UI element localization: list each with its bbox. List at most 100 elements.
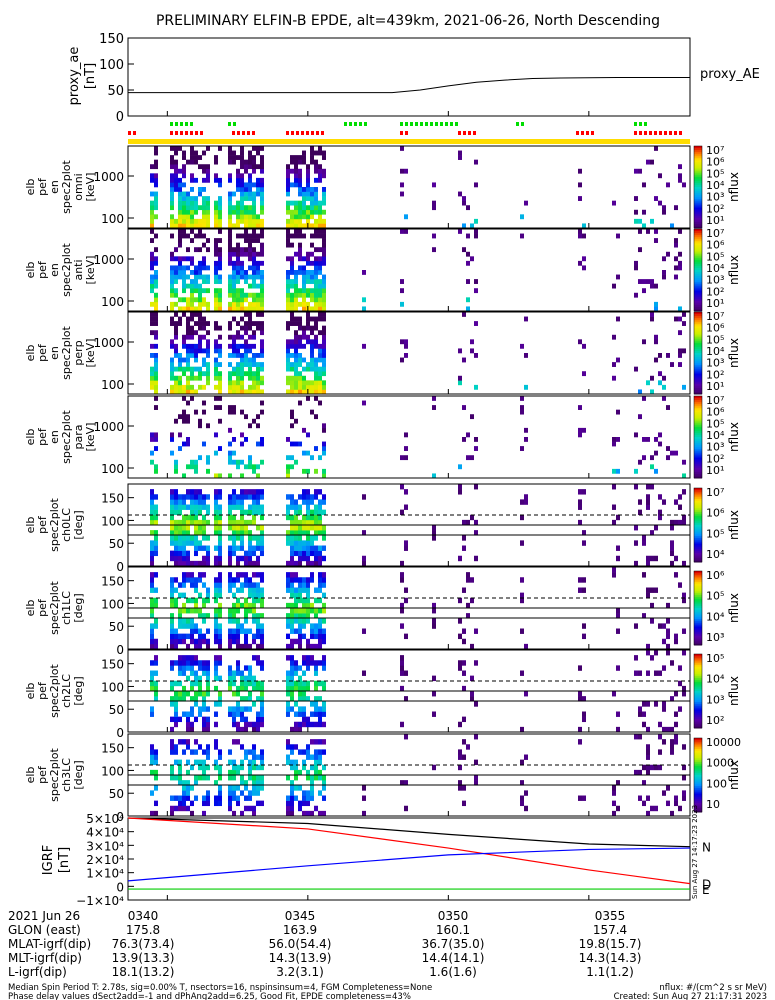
spectrum-cell — [318, 146, 322, 151]
colorbar-segment — [694, 591, 702, 594]
spectrum-cell — [154, 371, 158, 377]
spectrum-cell — [322, 380, 326, 386]
colorbar-segment — [694, 672, 702, 675]
spectrum-cell — [150, 283, 154, 289]
red-flag — [128, 131, 131, 135]
spectrum-cell — [206, 353, 210, 358]
pitch-cell — [286, 560, 290, 567]
spectrum-cell — [174, 353, 178, 358]
pitch-cell — [178, 769, 182, 776]
pitch-cell — [462, 685, 466, 692]
pitch-cell — [170, 764, 174, 771]
spectrum-cell — [286, 283, 290, 289]
pitch-cell — [170, 638, 174, 645]
colorbar-segment — [694, 420, 702, 424]
pitch-cell — [318, 504, 322, 510]
pitch-cell — [252, 494, 256, 500]
spectrum-cell — [178, 196, 182, 201]
pitch-cell — [232, 795, 236, 801]
spectrum-cell — [244, 414, 248, 420]
spectrum-cell — [240, 371, 244, 377]
spectrum-cell — [678, 260, 682, 266]
pitch-cell — [298, 560, 302, 567]
pitch-cell — [458, 660, 462, 666]
pitch-cell — [322, 499, 326, 505]
red-flag — [463, 131, 466, 135]
pitch-cell — [244, 680, 248, 687]
spectrum-cell — [252, 321, 256, 326]
spectrum-cell — [466, 306, 470, 312]
spectrum-cell — [154, 357, 158, 363]
pitch-cell — [218, 754, 222, 760]
spectrum-cell — [214, 473, 218, 479]
spectrum-cell — [244, 343, 248, 349]
pitch-cell — [244, 749, 248, 755]
pitch-cell — [322, 509, 326, 516]
spectrum-cell — [286, 242, 290, 248]
spectrum-cell — [400, 357, 404, 363]
pitch-cell — [206, 680, 210, 687]
pitch-cell — [232, 582, 236, 588]
spectrum-cell — [298, 229, 302, 234]
pitch-cell — [178, 582, 182, 588]
pitch-cell — [362, 785, 366, 791]
colorbar-segment — [694, 400, 702, 403]
colorbar-segment — [694, 243, 702, 246]
spectrum-cell — [294, 283, 298, 289]
pitch-cell — [670, 744, 674, 750]
colorbar-segment — [694, 580, 702, 583]
pitch-cell — [182, 525, 186, 531]
spectrum-cell — [524, 384, 528, 390]
spectrum-cell — [252, 384, 256, 390]
pitch-cell — [458, 721, 462, 728]
pitch-cell — [150, 555, 154, 562]
spectrum-cell — [170, 339, 174, 345]
spectrum-cell — [248, 238, 252, 243]
pitch-cell — [520, 540, 524, 546]
pitch-cell — [302, 633, 306, 640]
pitch-cell — [244, 675, 248, 682]
colorbar-segment — [694, 626, 702, 629]
spectrum-cell — [260, 247, 264, 253]
spectrum-cell — [462, 247, 466, 253]
colorbar-segment — [694, 754, 702, 757]
colorbar-segment — [694, 628, 702, 631]
pitch-cell — [150, 494, 154, 500]
pitch-cell — [214, 795, 218, 801]
spectrum-cell — [322, 209, 326, 215]
spectrum-cell — [178, 214, 182, 220]
spectrum-cell — [322, 297, 326, 303]
pitch-cell — [178, 638, 182, 645]
spectrum-cell — [662, 270, 666, 275]
pitch-cell — [666, 726, 670, 733]
spectrum-cell — [190, 200, 194, 206]
spectrum-cell — [236, 464, 240, 470]
pitch-cell — [186, 572, 190, 578]
colorbar-label: nflux — [727, 676, 741, 706]
pitch-ytick-label: 150 — [101, 575, 124, 589]
pitch-cell — [206, 560, 210, 567]
spectrum-cell — [186, 218, 190, 224]
spectrum-cell — [298, 353, 302, 358]
spectrum-cell — [236, 380, 240, 386]
pitch-cell — [182, 499, 186, 505]
pitch-cell — [294, 545, 298, 551]
spectrum-cell — [150, 218, 154, 224]
spectrum-cell — [658, 371, 662, 377]
spectrum-cell — [232, 265, 236, 271]
spectrum-cell — [286, 468, 290, 474]
spectrum-cell — [198, 348, 202, 354]
pitch-cell — [286, 655, 290, 661]
spectrum-cell — [240, 316, 244, 322]
spectrum-cell — [302, 384, 306, 390]
pitch-cell — [524, 790, 528, 796]
spectrum-cell — [314, 339, 318, 345]
pitch-cell — [182, 519, 186, 526]
spectrum-cell — [302, 200, 306, 206]
pitch-cell — [198, 628, 202, 634]
pitch-cell — [154, 530, 158, 536]
spectrum-cell — [170, 450, 174, 456]
spectrum-cell — [248, 247, 252, 253]
pitch-cell — [634, 560, 638, 567]
footer-units: nflux: #/(cm^2 s sr MeV) — [659, 983, 767, 993]
